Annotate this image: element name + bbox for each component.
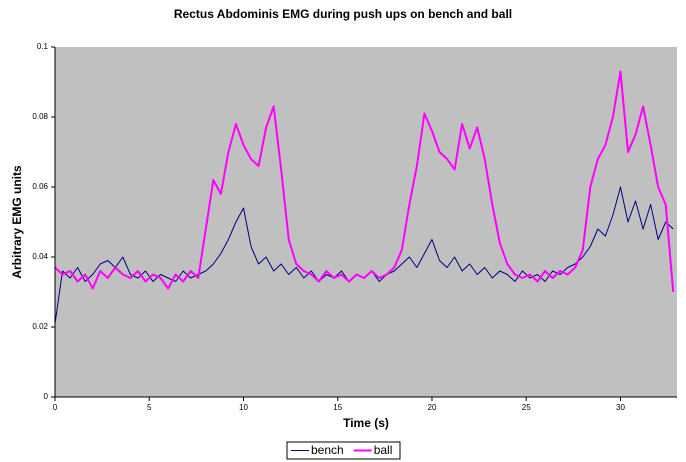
x-tick-label: 10	[239, 403, 248, 412]
chart-title: Rectus Abdominis EMG during push ups on …	[174, 7, 512, 21]
y-tick-label: 0.08	[32, 112, 48, 121]
x-tick-label: 5	[147, 403, 152, 412]
y-axis-label: Arbitrary EMG units	[10, 165, 24, 279]
legend-label: ball	[374, 443, 393, 457]
legend-label: bench	[311, 443, 344, 457]
x-tick-label: 30	[616, 403, 625, 412]
y-tick-label: 0.06	[32, 182, 48, 191]
x-tick-label: 0	[53, 403, 58, 412]
y-tick-label: 0	[44, 392, 49, 401]
x-axis-label: Time (s)	[343, 416, 389, 430]
plot-area	[55, 47, 677, 397]
y-tick-label: 0.1	[37, 42, 49, 51]
legend-box	[286, 441, 401, 460]
x-tick-label: 25	[522, 403, 531, 412]
y-tick-label: 0.02	[32, 322, 48, 331]
x-tick-label: 15	[333, 403, 342, 412]
y-tick-label: 0.04	[32, 252, 48, 261]
x-tick-label: 20	[428, 403, 437, 412]
line-series	[54, 70, 675, 293]
